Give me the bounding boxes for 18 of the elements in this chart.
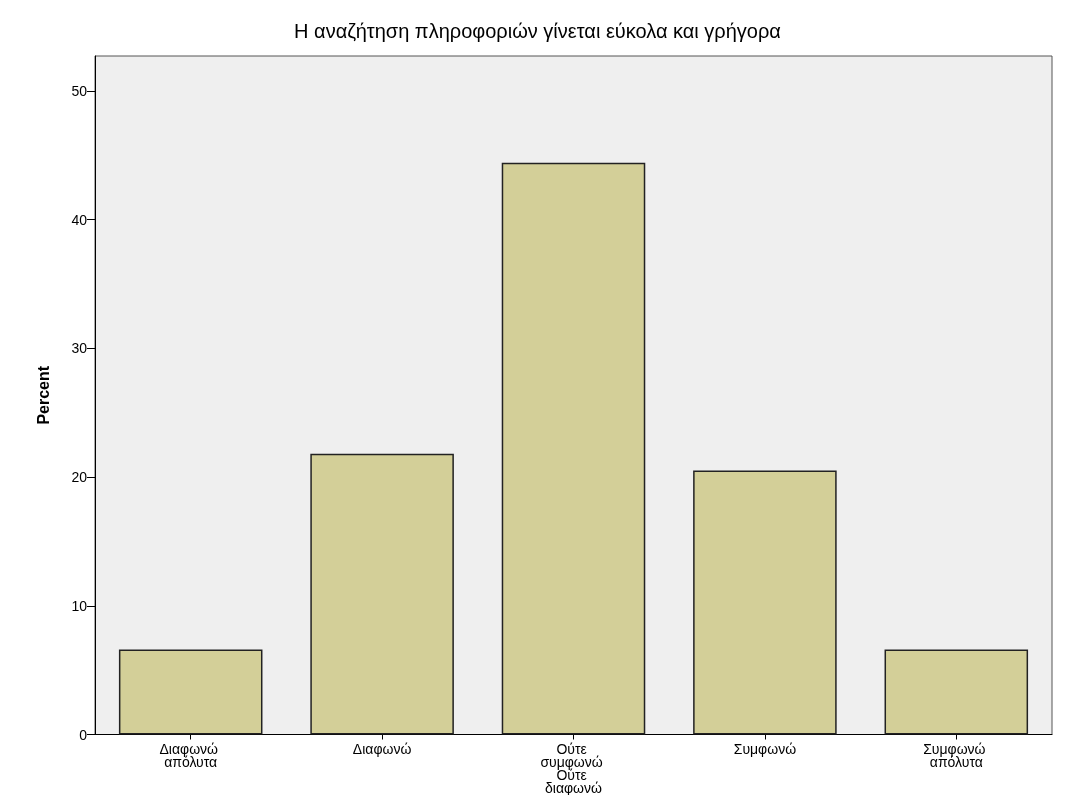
x-tick-label: Συμφωνώ (733, 741, 797, 757)
bar (693, 470, 837, 735)
x-tick-label: Διαφωνώ (352, 741, 412, 757)
y-tick-label: 20 (71, 469, 88, 485)
bar (118, 649, 263, 735)
bar (310, 453, 454, 735)
bar (884, 649, 1029, 735)
x-tick-label: Ούτε συμφωνώ Ούτε διαφωνώ (540, 741, 607, 796)
y-axis-title: Percent (34, 365, 52, 425)
y-tick-label: 40 (71, 211, 88, 228)
chart-title: Η αναζήτηση πληροφοριών γίνεται εύκολα και γρήγορα (294, 20, 781, 42)
y-tick-label: 50 (71, 82, 88, 99)
y-tick-label: 0 (79, 726, 88, 743)
y-tick-label: 30 (71, 340, 88, 357)
x-tick-label: Διαφωνώ απόλυτα (159, 741, 222, 770)
y-tick-label: 10 (71, 597, 88, 614)
bar (501, 162, 646, 735)
x-tick-label: Συμφωνώ απόλυτα (923, 741, 990, 770)
